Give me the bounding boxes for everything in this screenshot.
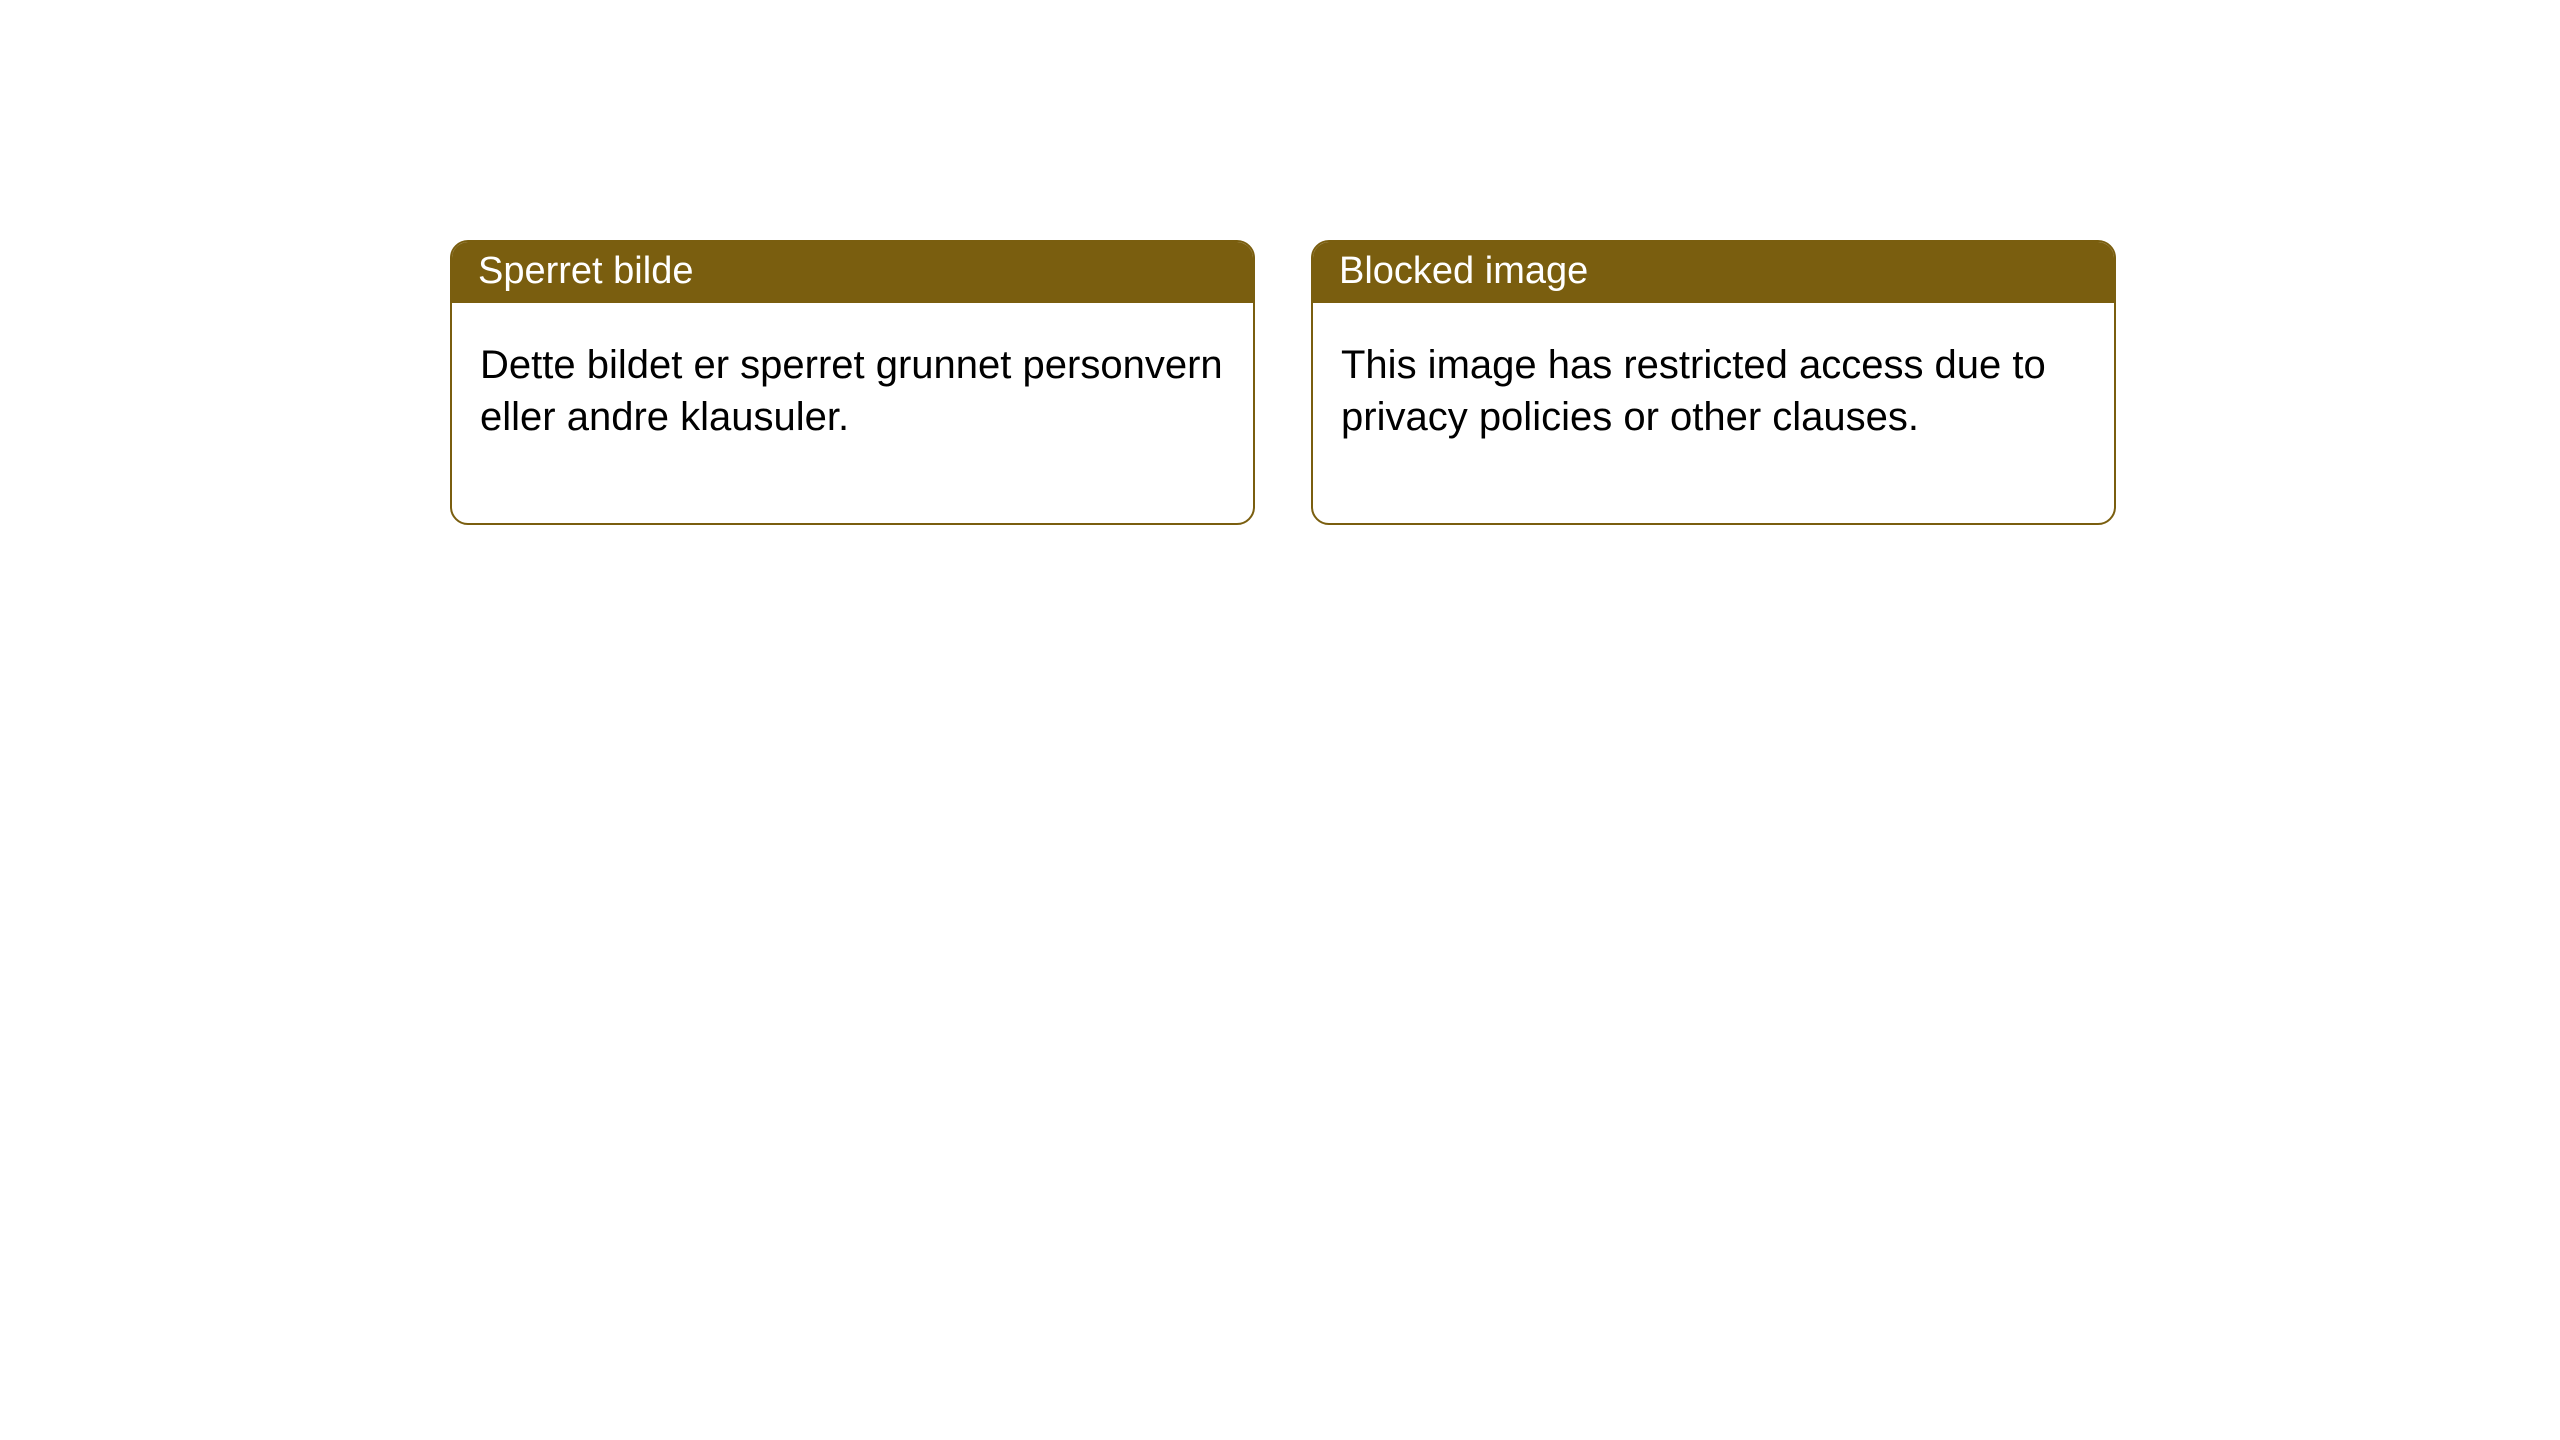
notice-body: Dette bildet er sperret grunnet personve… [452,303,1253,523]
notice-body: This image has restricted access due to … [1313,303,2114,523]
notice-box-english: Blocked image This image has restricted … [1311,240,2116,525]
notice-box-norwegian: Sperret bilde Dette bildet er sperret gr… [450,240,1255,525]
notice-header: Sperret bilde [452,242,1253,303]
notice-container: Sperret bilde Dette bildet er sperret gr… [0,0,2560,525]
notice-header: Blocked image [1313,242,2114,303]
